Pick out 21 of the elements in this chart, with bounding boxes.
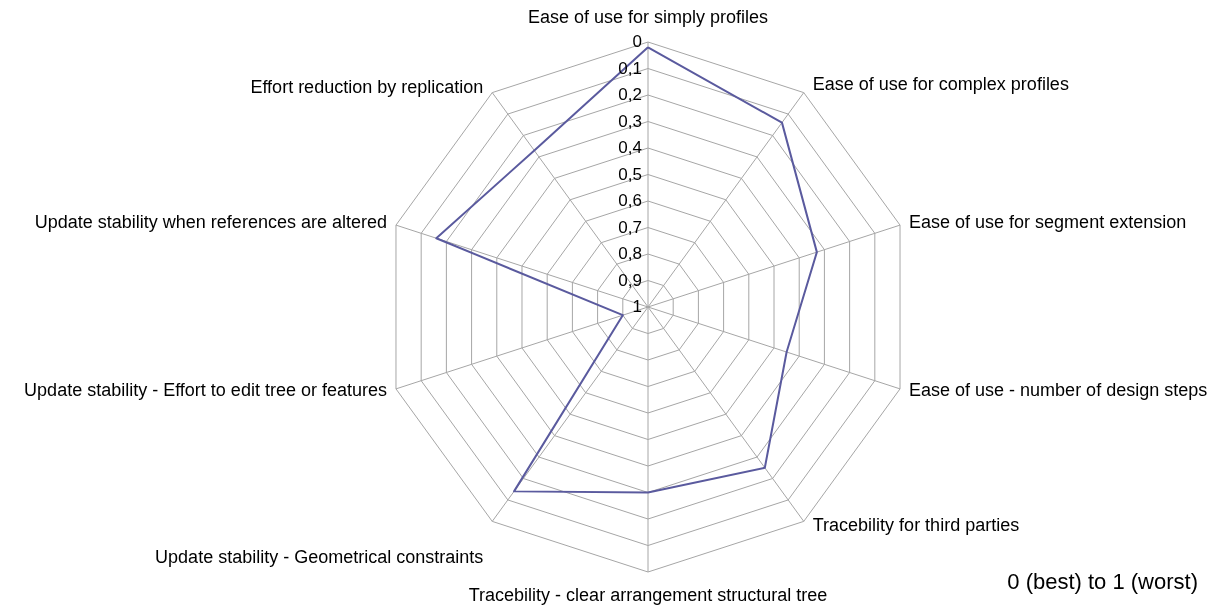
y-tick-label: 0,3: [618, 111, 642, 131]
spoke-label: Ease of use for simply profiles: [527, 7, 769, 27]
spoke-label: Effort reduction by replication: [250, 76, 484, 97]
y-tick-label: 0,8: [618, 244, 642, 263]
y-tick-label: 0,6: [618, 191, 642, 210]
spoke-label: Tracebility for third parties: [812, 515, 1020, 536]
spoke-label: Ease of use for complex profiles: [812, 73, 1069, 94]
spoke-label: Ease of use for segment extension: [909, 212, 1187, 233]
spoke-label: Update stability when references are altered: [34, 212, 387, 233]
y-tick-label: 1: [632, 297, 642, 316]
y-tick-label: 0,4: [618, 138, 642, 157]
spoke-label: Update stability - Effort to edit tree or features: [24, 379, 387, 400]
spoke-label: Ease of use - number of design steps: [909, 379, 1208, 400]
spoke-label: Update stability - Geometrical constraints: [155, 547, 484, 568]
text: 0 (best) to 1 (worst): [1007, 569, 1198, 594]
y-tick-label: 0: [632, 32, 642, 51]
y-tick-label: 0,2: [618, 85, 642, 104]
y-tick-label: 0,9: [618, 270, 642, 290]
y-tick-label: 0,5: [618, 164, 642, 184]
y-tick-label: 0,7: [618, 217, 642, 237]
spoke-label: Tracebility - clear arrangement structural tree: [468, 585, 828, 605]
